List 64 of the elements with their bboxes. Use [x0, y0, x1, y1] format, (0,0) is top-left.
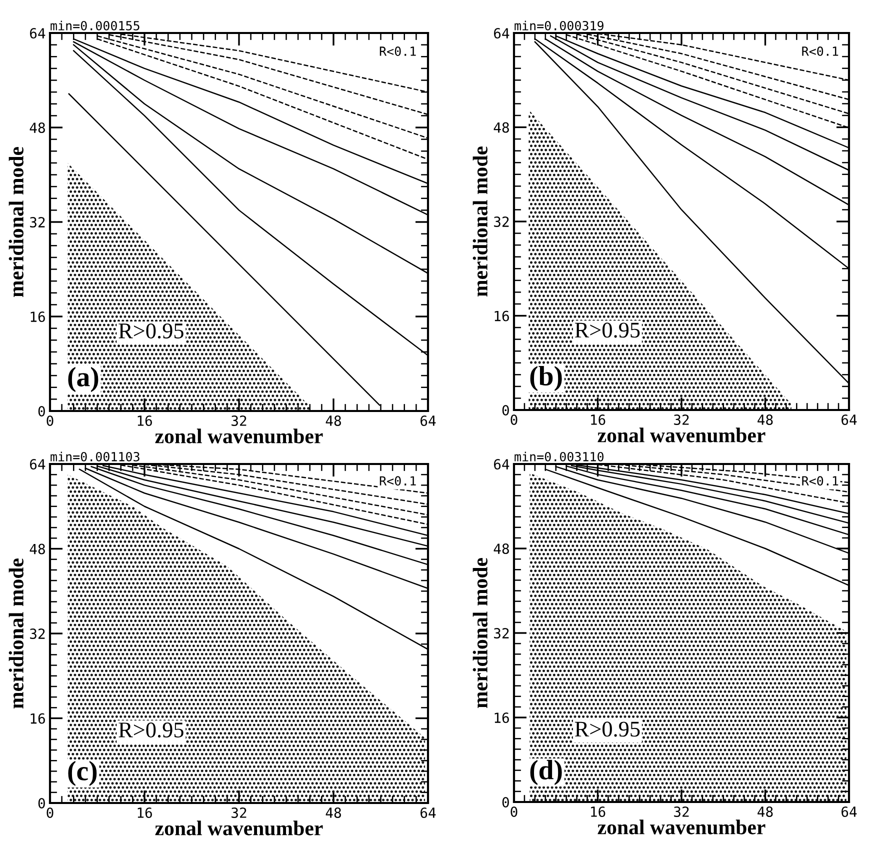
annotation: (d)	[530, 760, 562, 786]
y-tick-label: 32	[30, 217, 45, 228]
x-tick-label: 32	[232, 415, 246, 426]
annotation: R<0.1	[380, 476, 416, 486]
x-tick-label: 32	[674, 806, 689, 817]
y-tick-label: 16	[494, 310, 509, 322]
annotation: R>0.95	[118, 323, 184, 339]
chart-title: min=0.000319	[514, 20, 604, 30]
annotation: R<0.1	[380, 46, 416, 56]
x-tick-label: 48	[758, 806, 773, 817]
x-axis-title: zonal wavenumber	[598, 820, 766, 834]
x-tick-label: 0	[510, 806, 518, 817]
y-tick-label: 0	[38, 406, 45, 417]
annotation: R<0.1	[802, 46, 838, 56]
chart-title: min=0.003110	[514, 452, 604, 462]
x-tick-label: 64	[842, 414, 857, 425]
y-axis-title: meridional mode	[8, 558, 24, 708]
x-tick-label: 32	[232, 807, 246, 818]
x-tick-label: 16	[138, 415, 152, 426]
x-tick-label: 16	[591, 806, 606, 817]
x-tick-label: 0	[46, 807, 54, 818]
y-tick-label: 32	[30, 628, 45, 640]
x-tick-label: 16	[591, 414, 606, 425]
annotation: (c)	[68, 760, 97, 786]
y-tick-label: 48	[30, 122, 45, 134]
y-tick-label: 64	[494, 459, 510, 470]
y-tick-label: 32	[494, 216, 509, 228]
y-tick-label: 0	[502, 797, 509, 808]
y-tick-label: 16	[30, 312, 45, 322]
annotation: (b)	[530, 366, 562, 392]
y-axis-title: meridional mode	[472, 558, 488, 708]
x-tick-label: 48	[326, 415, 341, 426]
x-tick-label: 64	[842, 806, 857, 817]
x-axis-title: zonal wavenumber	[598, 428, 766, 442]
chart-title: min=0.001103	[50, 452, 140, 462]
annotation: R>0.95	[118, 722, 184, 738]
y-tick-label: 48	[494, 544, 509, 554]
y-tick-label: 0	[38, 798, 45, 809]
annotation: R>0.95	[574, 722, 640, 737]
x-tick-label: 64	[420, 807, 436, 818]
y-tick-label: 48	[494, 122, 509, 133]
annotation: (a)	[68, 366, 98, 392]
y-tick-label: 64	[30, 459, 46, 470]
y-tick-label: 16	[494, 712, 509, 724]
x-tick-label: 16	[138, 807, 152, 818]
x-tick-label: 32	[674, 414, 689, 425]
annotation: R<0.1	[802, 476, 838, 486]
y-axis-title: meridional mode	[8, 147, 24, 297]
annotation: R>0.95	[574, 322, 640, 338]
x-axis-title: zonal wavenumber	[155, 820, 323, 836]
y-tick-label: 48	[30, 544, 45, 554]
x-axis-title: zonal wavenumber	[155, 428, 323, 444]
x-tick-label: 64	[420, 415, 436, 426]
y-tick-label: 64	[494, 28, 510, 39]
y-tick-label: 0	[502, 405, 509, 416]
x-tick-label: 48	[758, 414, 773, 425]
y-axis-title: meridional mode	[472, 146, 488, 296]
y-tick-label: 32	[494, 628, 509, 639]
y-tick-label: 16	[30, 713, 45, 724]
x-tick-label: 48	[326, 807, 341, 818]
chart-title: min=0.000155	[50, 20, 140, 30]
y-tick-label: 64	[30, 28, 46, 39]
x-tick-label: 0	[510, 414, 518, 425]
x-tick-label: 0	[46, 415, 54, 426]
